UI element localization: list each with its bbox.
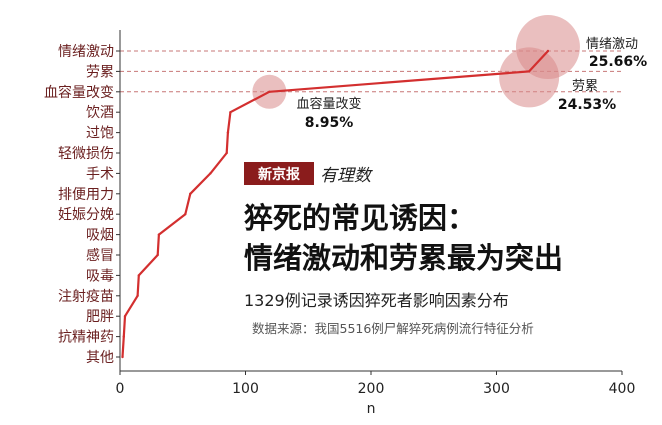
y-tick-label: 感冒 (86, 247, 114, 264)
y-tick-label: 轻微损伤 (58, 146, 114, 162)
data-point (136, 294, 139, 297)
y-tick-label: 劳累 (86, 64, 114, 80)
y-axis-labels: 情绪激动劳累血容量改变饮酒过饱轻微损伤手术排便用力妊娠分娩吸烟感冒吸毒注射疫苗肥… (44, 43, 114, 366)
x-tick-label: 0 (116, 381, 125, 397)
annotation-value: 25.66% (589, 54, 647, 70)
x-axis-ticks: 0 100 200 300 400 (116, 371, 636, 397)
data-point (156, 253, 159, 257)
x-tick-label: 200 (358, 381, 385, 397)
logo-box (244, 162, 314, 185)
x-tick-label: 400 (609, 381, 636, 397)
data-point (123, 315, 127, 318)
y-tick-marks (116, 50, 120, 358)
data-point (157, 233, 161, 236)
data-point (226, 131, 230, 134)
logo-brand-text: 新京报 (258, 166, 300, 183)
annotation-label: 情绪激动 (586, 37, 638, 52)
annotation-value: 8.95% (305, 115, 354, 131)
data-point (225, 151, 228, 155)
y-tick-label: 血容量改变 (44, 84, 114, 101)
headline-line2: 情绪激动和劳累最为突出 (244, 241, 563, 275)
data-point (137, 274, 141, 277)
x-axis-title: n (367, 401, 376, 417)
y-tick-label: 饮酒 (86, 105, 114, 121)
y-tick-label: 情绪激动 (58, 43, 114, 60)
annotation-label: 血容量改变 (296, 96, 361, 112)
y-tick-label: 肥胖 (86, 309, 114, 325)
value-annotations: 情绪激动 25.66% 劳累 24.53% 血容量改变 8.95% (121, 37, 647, 359)
y-tick-label: 妊娠分娩 (58, 207, 114, 223)
highlight-bubbles (252, 15, 580, 109)
headline-line1: 猝死的常见诱因： (244, 201, 476, 235)
data-point (122, 335, 125, 338)
data-point (209, 172, 212, 175)
data-point (229, 111, 232, 114)
data-point (546, 49, 550, 53)
y-tick-label: 其他 (86, 350, 114, 366)
data-point (268, 90, 271, 94)
y-tick-label: 手术 (86, 166, 114, 182)
x-tick-label: 300 (483, 381, 510, 397)
annotation-value: 24.53% (558, 97, 616, 113)
highlight-bubble (499, 47, 560, 108)
x-tick-label: 100 (232, 381, 259, 397)
y-tick-label: 抗精神药 (58, 330, 114, 346)
y-tick-label: 吸毒 (86, 268, 114, 284)
y-tick-label: 注射疫苗 (58, 289, 114, 305)
data-point (121, 355, 124, 359)
y-tick-label: 吸烟 (86, 228, 114, 244)
y-tick-label: 排便用力 (58, 187, 114, 203)
series-line (121, 50, 549, 358)
data-point (184, 213, 187, 216)
y-tick-label: 过饱 (86, 126, 114, 142)
data-point (189, 192, 192, 195)
source-note: 数据来源：我国5516例尸解猝死病例流行特征分析 (252, 321, 534, 336)
data-point (527, 70, 531, 73)
logo-column-text: 有理数 (320, 166, 373, 186)
subtitle: 1329例记录诱因猝死者影响因素分布 (244, 291, 509, 310)
annotation-label: 劳累 (572, 78, 598, 94)
brand-logo: 新京报 有理数 (244, 162, 373, 186)
